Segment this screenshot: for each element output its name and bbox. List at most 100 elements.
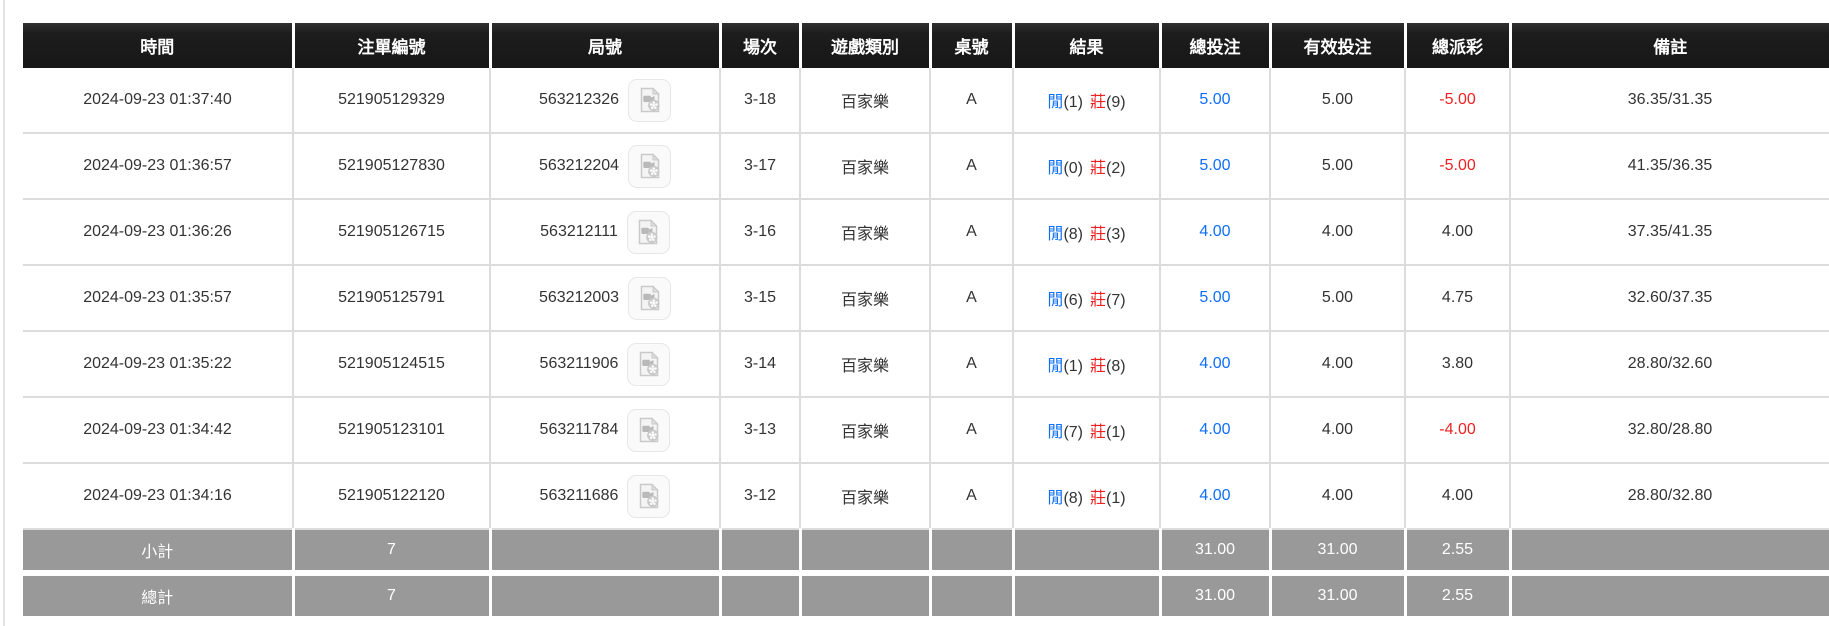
- grand-total-empty-table-no: [930, 570, 1015, 620]
- table-row: 2024-09-23 01:34:16 521905122120 5632116…: [23, 463, 1829, 530]
- video-replay-button[interactable]: [628, 78, 672, 122]
- video-replay-icon: [637, 87, 663, 113]
- subtotal-row: 小計 7 31.00 31.00 2.55: [23, 529, 1829, 573]
- banker-result-label: 莊: [1090, 424, 1107, 441]
- cell-table-no: A: [930, 463, 1014, 530]
- subtotal-empty-table-no: [930, 529, 1015, 573]
- banker-result-value: (1): [1106, 424, 1126, 441]
- cell-round: 563211686: [490, 463, 721, 530]
- banker-result-label: 莊: [1090, 226, 1107, 243]
- player-result-value: (8): [1063, 490, 1083, 507]
- cell-table-no: A: [930, 331, 1014, 398]
- col-header-remark: 備註: [1510, 23, 1829, 68]
- grand-total-total-bet: 31.00: [1160, 570, 1272, 620]
- player-result-value: (1): [1063, 94, 1083, 111]
- col-header-result: 結果: [1013, 23, 1162, 68]
- cell-remark: 37.35/41.35: [1510, 199, 1829, 266]
- cell-total-payout: -4.00: [1405, 397, 1511, 464]
- video-replay-button[interactable]: [628, 276, 672, 320]
- subtotal-empty-session: [720, 529, 802, 573]
- cell-time: 2024-09-23 01:35:57: [23, 265, 294, 332]
- cell-bet-id: 521905129329: [293, 68, 491, 134]
- col-header-total-payout: 總派彩: [1405, 23, 1512, 68]
- player-result-label: 閒: [1047, 292, 1064, 309]
- cell-result: 閒(0) 莊(2): [1013, 133, 1161, 200]
- cell-round: 563211906: [490, 331, 721, 398]
- cell-total-payout: 4.00: [1405, 199, 1511, 266]
- round-number: 563212326: [538, 91, 620, 108]
- table-row: 2024-09-23 01:35:57 521905125791 5632120…: [23, 265, 1829, 332]
- cell-result: 閒(6) 莊(7): [1013, 265, 1161, 332]
- video-replay-button[interactable]: [628, 144, 672, 188]
- banker-result-value: (3): [1106, 226, 1126, 243]
- round-number: 563211784: [539, 421, 619, 438]
- round-number: 563212003: [538, 289, 620, 306]
- cell-total-payout: -5.00: [1405, 68, 1511, 134]
- round-number: 563212204: [538, 157, 620, 174]
- cell-total-bet: 5.00: [1160, 68, 1271, 134]
- round-number: 563212111: [540, 223, 618, 240]
- cell-session: 3-18: [720, 68, 801, 134]
- cell-total-bet: 4.00: [1160, 331, 1271, 398]
- grand-total-empty-remark: [1510, 570, 1829, 620]
- video-replay-icon: [636, 483, 662, 509]
- video-replay-button[interactable]: [627, 408, 671, 452]
- cell-result: 閒(8) 莊(1): [1013, 463, 1161, 530]
- cell-valid-bet: 4.00: [1270, 199, 1406, 266]
- cell-total-bet: 5.00: [1160, 133, 1271, 200]
- cell-total-bet: 5.00: [1160, 265, 1271, 332]
- player-result-label: 閒: [1047, 160, 1064, 177]
- cell-valid-bet: 4.00: [1270, 331, 1406, 398]
- video-replay-button[interactable]: [627, 474, 671, 518]
- subtotal-label: 小計: [23, 529, 295, 573]
- cell-remark: 41.35/36.35: [1510, 133, 1829, 200]
- table-row: 2024-09-23 01:35:22 521905124515 5632119…: [23, 331, 1829, 398]
- cell-remark: 32.80/28.80: [1510, 397, 1829, 464]
- video-replay-icon: [636, 351, 662, 377]
- col-header-game-type: 遊戲類別: [800, 23, 932, 68]
- col-header-session: 場次: [720, 23, 802, 68]
- cell-total-payout: 4.00: [1405, 463, 1511, 530]
- video-replay-icon: [637, 285, 663, 311]
- cell-remark: 28.80/32.80: [1510, 463, 1829, 530]
- cell-valid-bet: 5.00: [1270, 265, 1406, 332]
- video-replay-button[interactable]: [626, 210, 670, 254]
- table-body: 2024-09-23 01:37:40 521905129329 5632123…: [23, 68, 1829, 530]
- grand-total-valid-bet: 31.00: [1270, 570, 1407, 620]
- cell-table-no: A: [930, 199, 1014, 266]
- cell-game-type: 百家樂: [800, 199, 931, 266]
- cell-time: 2024-09-23 01:34:16: [23, 463, 294, 530]
- cell-time: 2024-09-23 01:37:40: [23, 68, 294, 134]
- betting-records-table: 時間 注單編號 局號 場次 遊戲類別 桌號 結果 總投注 有效投注 總派彩 備註…: [23, 23, 1829, 620]
- banker-result-value: (9): [1106, 94, 1126, 111]
- video-replay-button[interactable]: [627, 342, 671, 386]
- col-header-bet-id: 注單編號: [293, 23, 492, 68]
- cell-valid-bet: 4.00: [1270, 397, 1406, 464]
- table-row: 2024-09-23 01:37:40 521905129329 5632123…: [23, 68, 1829, 134]
- cell-bet-id: 521905126715: [293, 199, 491, 266]
- table-row: 2024-09-23 01:36:57 521905127830 5632122…: [23, 133, 1829, 200]
- video-replay-icon: [636, 417, 662, 443]
- cell-total-bet: 4.00: [1160, 397, 1271, 464]
- cell-time: 2024-09-23 01:36:26: [23, 199, 294, 266]
- cell-result: 閒(7) 莊(1): [1013, 397, 1161, 464]
- cell-session: 3-17: [720, 133, 801, 200]
- grand-total-count: 7: [293, 570, 492, 620]
- subtotal-count: 7: [293, 529, 492, 573]
- col-header-valid-bet: 有效投注: [1270, 23, 1407, 68]
- cell-game-type: 百家樂: [800, 397, 931, 464]
- col-header-table-no: 桌號: [930, 23, 1015, 68]
- player-result-value: (1): [1063, 358, 1083, 375]
- cell-round: 563212204: [490, 133, 721, 200]
- cell-table-no: A: [930, 133, 1014, 200]
- subtotal-total-bet: 31.00: [1160, 529, 1272, 573]
- cell-round: 563211784: [490, 397, 721, 464]
- video-replay-icon: [635, 219, 661, 245]
- cell-total-payout: -5.00: [1405, 133, 1511, 200]
- banker-result-label: 莊: [1090, 94, 1107, 111]
- cell-remark: 36.35/31.35: [1510, 68, 1829, 134]
- header-row: 時間 注單編號 局號 場次 遊戲類別 桌號 結果 總投注 有效投注 總派彩 備註: [23, 23, 1829, 68]
- grand-total-empty-round: [490, 570, 722, 620]
- cell-game-type: 百家樂: [800, 265, 931, 332]
